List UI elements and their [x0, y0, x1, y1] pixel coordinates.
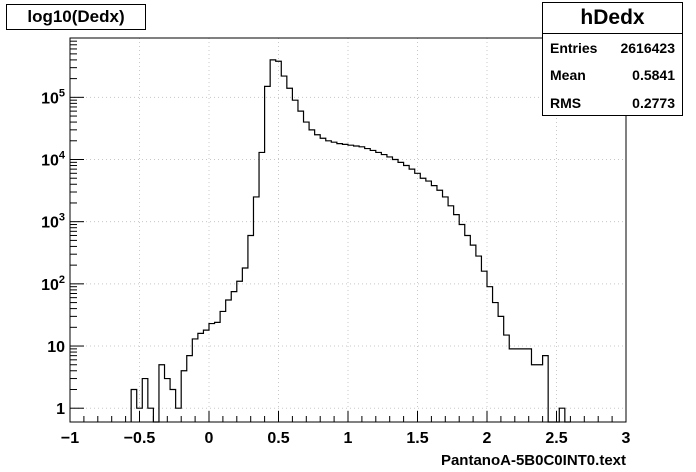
x-tick-label: 1: [344, 430, 353, 447]
x-tick-label: 0.5: [267, 430, 289, 447]
x-tick-label: 2.5: [545, 430, 567, 447]
y-tick-label: 10: [47, 339, 65, 356]
y-tick-label: 104: [41, 150, 66, 170]
x-axis-label: PantanoA-5B0C0INT0.text: [440, 452, 626, 469]
stats-row-rms: RMS 0.2773: [543, 89, 682, 117]
stats-label: Entries: [550, 39, 598, 56]
y-tick-label: 1: [56, 401, 65, 418]
stats-label: Mean: [550, 67, 586, 84]
histogram-outline: [130, 59, 571, 423]
histogram-title: log10(Dedx): [6, 4, 146, 30]
stats-row-mean: Mean 0.5841: [543, 62, 682, 90]
stats-row-entries: Entries 2616423: [543, 34, 682, 62]
x-axis: −1 −0.5 0 0.5 1 1.5 2 2.5 3: [61, 411, 631, 447]
y-tick-label: 102: [41, 274, 65, 294]
x-tick-label: 2: [483, 430, 492, 447]
stats-histogram-name: hDedx: [543, 3, 682, 34]
stats-box: hDedx Entries 2616423 Mean 0.5841 RMS 0.…: [542, 2, 683, 116]
y-tick-label: 103: [41, 212, 65, 232]
x-tick-label: 1.5: [406, 430, 428, 447]
x-tick-label: −1: [61, 430, 79, 447]
stats-value: 0.5841: [632, 67, 675, 84]
x-tick-label: 0: [205, 430, 214, 447]
histogram-bars: [130, 59, 571, 423]
y-axis: 1 10 102 103 104 105: [41, 37, 84, 418]
x-tick-label: −0.5: [124, 430, 156, 447]
stats-value: 2616423: [620, 39, 675, 56]
stats-value: 0.2773: [632, 94, 675, 111]
y-tick-label: 105: [41, 87, 65, 107]
stats-label: RMS: [550, 94, 582, 111]
x-tick-label: 3: [622, 430, 631, 447]
